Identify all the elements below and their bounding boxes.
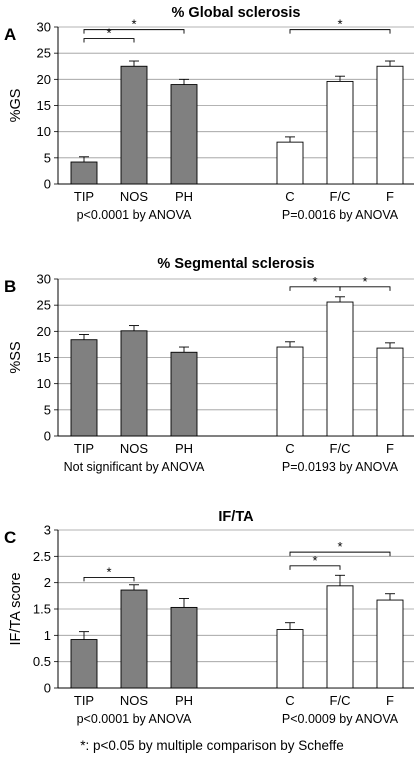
y-tick-label: 0 (44, 429, 51, 444)
x-tick-label: C (285, 189, 294, 204)
y-tick-label: 20 (37, 72, 51, 87)
anova-stat: Not significant by ANOVA (64, 460, 205, 474)
significance-star: * (362, 274, 367, 289)
anova-stat: P=0.0193 by ANOVA (282, 460, 399, 474)
anova-stat: p<0.0001 by ANOVA (77, 712, 192, 726)
x-tick-label: C (285, 693, 294, 708)
x-tick-label: F (386, 693, 394, 708)
x-tick-label: PH (175, 441, 193, 456)
y-tick-label: 0 (44, 681, 51, 696)
significance-bracket (289, 551, 391, 557)
y-tick-label: 15 (37, 350, 51, 365)
bar (326, 301, 354, 437)
significance-bracket (83, 576, 135, 582)
y-axis-label: %SS (8, 341, 24, 373)
bar (326, 80, 354, 185)
y-tick-label: 5 (44, 402, 51, 417)
x-tick-label: F (386, 441, 394, 456)
bar (70, 161, 98, 185)
chart-panel-c: C IF/TA 0 0.5 1 1.5 2 2.5 3 IF/TA score TIP NOS PH p<… (4, 509, 414, 726)
x-tick-label: F/C (330, 441, 351, 456)
anova-stat: P<0.0009 by ANOVA (282, 712, 399, 726)
x-tick-label: PH (175, 693, 193, 708)
significance-bracket (339, 286, 391, 291)
y-tick-label: 2 (44, 575, 51, 590)
bar (170, 606, 198, 689)
chart-title: % Segmental sclerosis (157, 256, 314, 272)
bar (376, 65, 404, 185)
significance-star: * (312, 274, 317, 289)
x-tick-label: F/C (330, 189, 351, 204)
bar (276, 629, 304, 689)
y-tick-label: 2.5 (33, 549, 51, 564)
bar (70, 639, 98, 689)
bar (326, 585, 354, 689)
x-tick-label: F (386, 189, 394, 204)
y-tick-label: 5 (44, 150, 51, 165)
significance-star: * (337, 17, 342, 32)
significance-bracket (83, 29, 185, 34)
significance-bracket (289, 29, 391, 34)
y-axis-label: IF/TA score (8, 572, 24, 645)
significance-star: * (106, 564, 111, 579)
significance-star: * (106, 26, 111, 41)
y-tick-label: 30 (37, 20, 51, 35)
y-axis-label: %GS (8, 89, 24, 123)
bar (376, 599, 404, 689)
y-tick-label: 25 (37, 46, 51, 61)
y-tick-label: 25 (37, 298, 51, 313)
x-tick-label: PH (175, 189, 193, 204)
y-tick-label: 3 (44, 523, 51, 538)
bar (276, 141, 304, 185)
y-tick-label: 0.5 (33, 654, 51, 669)
x-tick-label: TIP (74, 441, 94, 456)
bar (120, 589, 148, 689)
significance-star: * (312, 553, 317, 568)
panel-letter: A (4, 25, 16, 44)
chart-panel-b: B % Segmental sclerosis 0 5 10 15 20 25 30 %SS TIP… (4, 256, 414, 474)
chart-title: % Global sclerosis (172, 5, 301, 21)
y-tick-label: 1.5 (33, 602, 51, 617)
x-tick-label: NOS (120, 441, 149, 456)
y-tick-label: 15 (37, 98, 51, 113)
bar (376, 347, 404, 437)
chart-panel-a: A % Global sclerosis 0 5 10 15 20 25 30 %GS TIP NOS… (4, 5, 414, 222)
y-tick-label: 1 (44, 628, 51, 643)
x-tick-label: NOS (120, 693, 149, 708)
x-tick-label: C (285, 441, 294, 456)
significance-bracket (83, 38, 135, 43)
significance-star: * (337, 539, 342, 554)
panel-letter: B (4, 277, 16, 296)
y-tick-label: 10 (37, 124, 51, 139)
x-tick-label: TIP (74, 693, 94, 708)
anova-stat: p<0.0001 by ANOVA (77, 208, 192, 222)
bar (170, 351, 198, 437)
x-tick-label: TIP (74, 189, 94, 204)
x-tick-label: F/C (330, 693, 351, 708)
bar (276, 346, 304, 437)
bar (70, 339, 98, 437)
y-tick-label: 0 (44, 177, 51, 192)
x-tick-label: NOS (120, 189, 149, 204)
chart-title: IF/TA (218, 509, 254, 525)
anova-stat: P=0.0016 by ANOVA (282, 208, 399, 222)
footnote: *: p<0.05 by multiple comparison by Sche… (80, 738, 344, 753)
significance-star: * (131, 17, 136, 32)
y-tick-label: 10 (37, 376, 51, 391)
y-tick-label: 20 (37, 324, 51, 339)
bar (120, 330, 148, 437)
panel-letter: C (4, 528, 16, 547)
y-tick-label: 30 (37, 272, 51, 287)
significance-bracket (289, 565, 341, 570)
bar (170, 84, 198, 185)
bar (120, 65, 148, 185)
